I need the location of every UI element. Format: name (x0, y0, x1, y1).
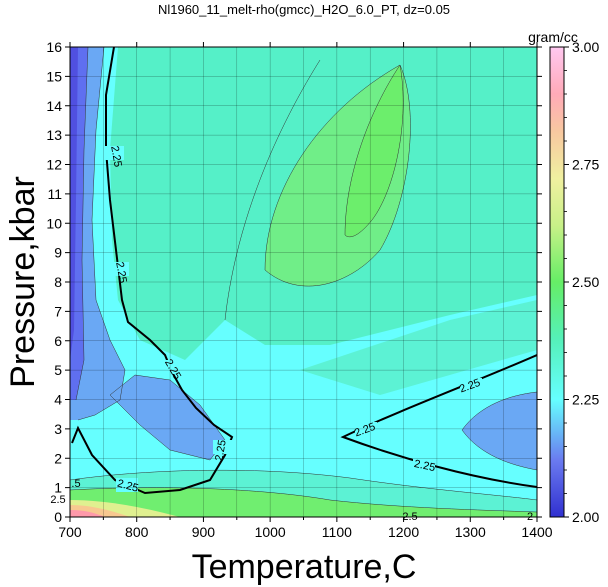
colorbar-tick-label: 3.00 (572, 39, 599, 55)
colorbar-label: gram/cc (528, 29, 578, 45)
x-tick-label: 1400 (521, 524, 552, 540)
x-tick-label: 1000 (255, 524, 286, 540)
y-tick-label: 1 (54, 480, 62, 496)
x-axis-title: Temperature,C (192, 548, 417, 586)
colorbar-ticks: 2.00 2.25 2.50 2.75 3.00 (564, 39, 599, 525)
colorbar-tick-label: 2.75 (572, 157, 599, 173)
contour-label: 2.25 (113, 261, 129, 284)
x-tick-label: 1200 (388, 524, 419, 540)
y-tick-label: 7 (54, 303, 62, 319)
x-tick-label: 700 (58, 524, 82, 540)
contour-label: 2.25 (108, 145, 124, 168)
chart-title: Nl1960_11_melt-rho(gmcc)_H2O_6.0_PT, dz=… (158, 2, 450, 17)
y-tick-label: 8 (54, 274, 62, 290)
colorbar: gram/cc 2.00 2.25 2.50 2.75 3.00 (528, 29, 599, 525)
x-tick-label: 900 (192, 524, 216, 540)
contour-label: .5 (71, 478, 80, 490)
x-tick-label: 1300 (455, 524, 486, 540)
bottom-band-pink (70, 510, 105, 517)
contour-label: 2.25 (116, 478, 140, 495)
contour-label: 2.25 (413, 458, 436, 474)
contour-label: 2.25 (213, 439, 229, 462)
y-tick-label: 2 (54, 450, 62, 466)
y-tick-label: 5 (54, 362, 62, 378)
y-tick-label: 10 (46, 215, 62, 231)
y-tick-label: 11 (47, 186, 62, 202)
y-tick-label: 3 (54, 421, 62, 437)
deepest-blue-zone (70, 47, 78, 360)
teal-band-right (300, 300, 537, 395)
y-tick-label: 4 (54, 392, 62, 408)
colorbar-tick-label: 2.50 (572, 274, 599, 290)
y-axis-title: Pressure,kbar (4, 176, 42, 388)
y-tick-label: 6 (54, 333, 62, 349)
x-tick-label: 1100 (322, 524, 352, 540)
y-tick-label: 13 (46, 127, 62, 143)
thin-contours (70, 47, 537, 513)
y-tick-label: 15 (46, 68, 62, 84)
colorbar-tick-label: 2.00 (572, 509, 599, 525)
colorbar-tick-label: 2.25 (572, 392, 599, 408)
y-tick-label: 12 (46, 157, 62, 173)
y-tick-label: 14 (46, 98, 62, 114)
y-tick-label: 9 (54, 245, 62, 261)
x-tick-label: 800 (125, 524, 149, 540)
contour-label: 2.5 (50, 494, 65, 506)
blue-zone-mid (110, 375, 225, 460)
blue-zone-right (462, 392, 537, 470)
colorbar-gradient (549, 46, 565, 518)
y-tick-label: 16 (46, 39, 62, 55)
x-axis: 700 800 900 1000 1100 1200 1300 1400 (58, 42, 553, 540)
y-tick-label: 0 (54, 509, 62, 525)
